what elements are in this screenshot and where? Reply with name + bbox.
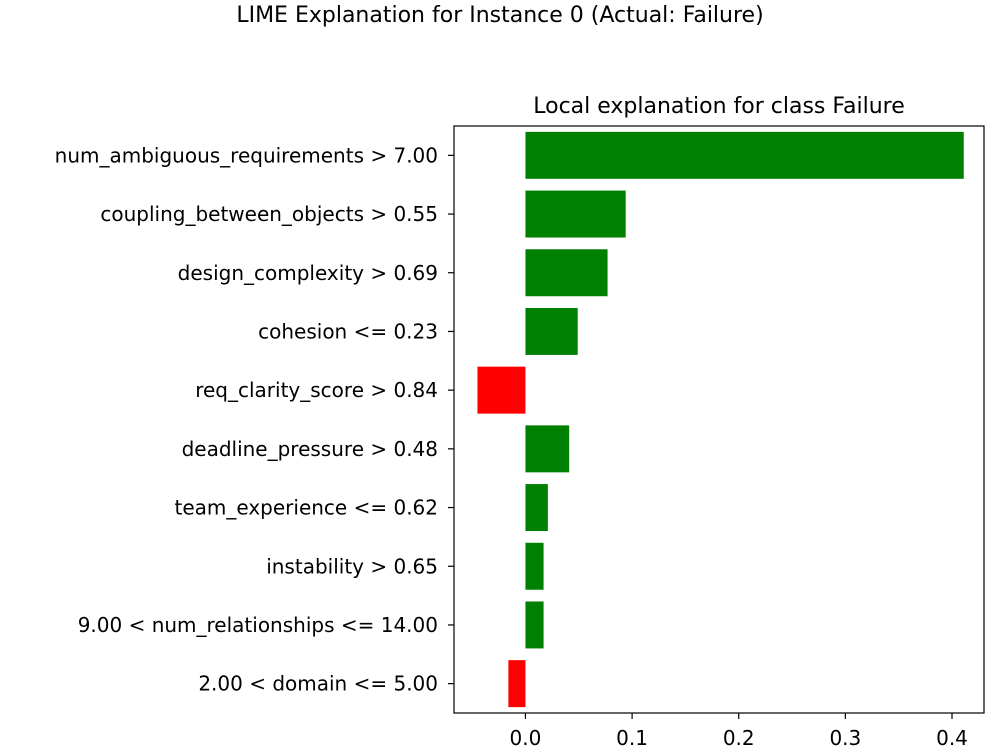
bar-9 [508, 660, 526, 708]
figure-title: LIME Explanation for Instance 0 (Actual:… [236, 3, 763, 28]
y-tick-label-9: 2.00 < domain <= 5.00 [198, 672, 438, 696]
bar-3 [525, 307, 578, 355]
bar-2 [525, 249, 608, 297]
y-tick-label-4: req_clarity_score > 0.84 [195, 378, 438, 402]
bar-5 [525, 425, 570, 473]
bar-8 [525, 601, 544, 649]
x-axis-ticks: 0.0 0.1 0.2 0.3 0.4 [510, 713, 968, 750]
y-axis-ticks: num_ambiguous_requirements > 7.00 couplin… [55, 143, 454, 696]
chart-title: Local explanation for class Failure [533, 94, 905, 119]
x-tick-label-3: 0.3 [829, 726, 861, 750]
bar-0 [525, 131, 964, 179]
y-tick-label-2: design_complexity > 0.69 [178, 261, 438, 285]
x-tick-label-1: 0.1 [616, 726, 648, 750]
y-tick-label-3: cohesion <= 0.23 [258, 319, 438, 343]
bar-6 [525, 484, 548, 532]
x-tick-label-4: 0.4 [936, 726, 968, 750]
x-tick-label-0: 0.0 [510, 726, 542, 750]
y-tick-label-8: 9.00 < num_relationships <= 14.00 [78, 613, 438, 637]
y-tick-label-5: deadline_pressure > 0.48 [182, 437, 438, 461]
plot-frame [453, 125, 985, 714]
x-tick-label-2: 0.2 [723, 726, 755, 750]
y-tick-label-6: team_experience <= 0.62 [175, 496, 439, 520]
bar-1 [525, 190, 626, 238]
y-tick-label-0: num_ambiguous_requirements > 7.00 [55, 143, 438, 167]
bars-group [477, 131, 964, 708]
bar-7 [525, 542, 544, 590]
bar-4 [477, 366, 526, 414]
y-tick-label-1: coupling_between_objects > 0.55 [100, 202, 438, 226]
y-tick-label-7: instability > 0.65 [266, 554, 438, 578]
